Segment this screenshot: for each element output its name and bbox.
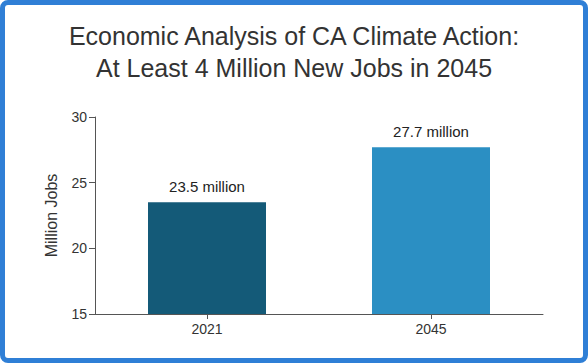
svg-text:30: 30: [71, 109, 87, 125]
svg-text:25: 25: [71, 175, 87, 191]
svg-text:20: 20: [71, 240, 87, 256]
svg-text:27.7 million: 27.7 million: [393, 123, 469, 140]
svg-text:23.5 million: 23.5 million: [169, 178, 245, 195]
svg-text:15: 15: [71, 306, 87, 322]
svg-text:2021: 2021: [191, 321, 222, 337]
svg-text:2045: 2045: [415, 321, 446, 337]
svg-text:At Least 4 Million New Jobs in: At Least 4 Million New Jobs in 2045: [96, 54, 492, 82]
svg-text:Million Jobs: Million Jobs: [43, 174, 60, 258]
svg-text:Economic Analysis of CA Climat: Economic Analysis of CA Climate Action:: [69, 22, 519, 50]
